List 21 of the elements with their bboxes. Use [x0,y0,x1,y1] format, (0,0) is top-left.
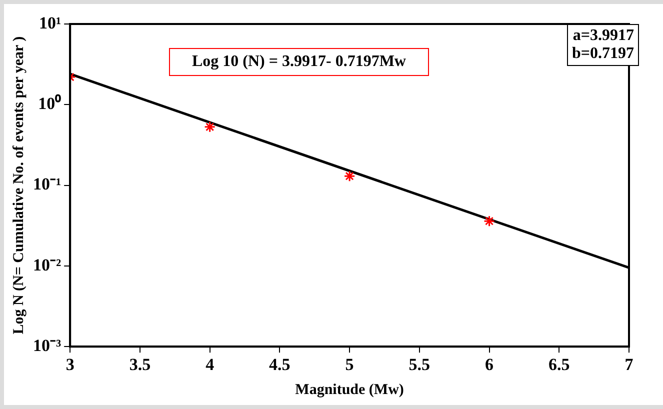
point [484,215,496,227]
x-tick-label: 3.5 [129,355,151,374]
annotation: Log 10 (N) = 3.9917- 0.7197Mw [169,48,429,76]
x-tick-label: 3 [66,355,74,374]
y-tick-label: 10⁻² [32,255,62,274]
point [204,121,216,133]
x-tick-label: 6 [485,355,494,374]
x-tick-label: 5.5 [408,355,430,374]
y-tick-label: 10⁻³ [32,336,62,355]
x-tick-label: 4.5 [269,355,290,374]
point [344,170,356,182]
y-tick-label: 10⁰ [38,94,62,114]
y-tick-label: 10¹ [38,13,62,32]
annotation: a=3.9917 b=0.7197 [566,24,639,66]
x-tick-label: 6.5 [548,355,570,374]
y-axis-title: Log N (N= Cumulative No. of events per year ) [10,36,27,334]
x-tick-label: 5 [345,355,354,374]
x-axis-title: Magnitude (Mw) [295,382,404,398]
x-tick-label: 4 [206,355,215,374]
y-tick-label: 10⁻¹ [32,174,62,194]
x-tick-label: 7 [624,355,634,374]
